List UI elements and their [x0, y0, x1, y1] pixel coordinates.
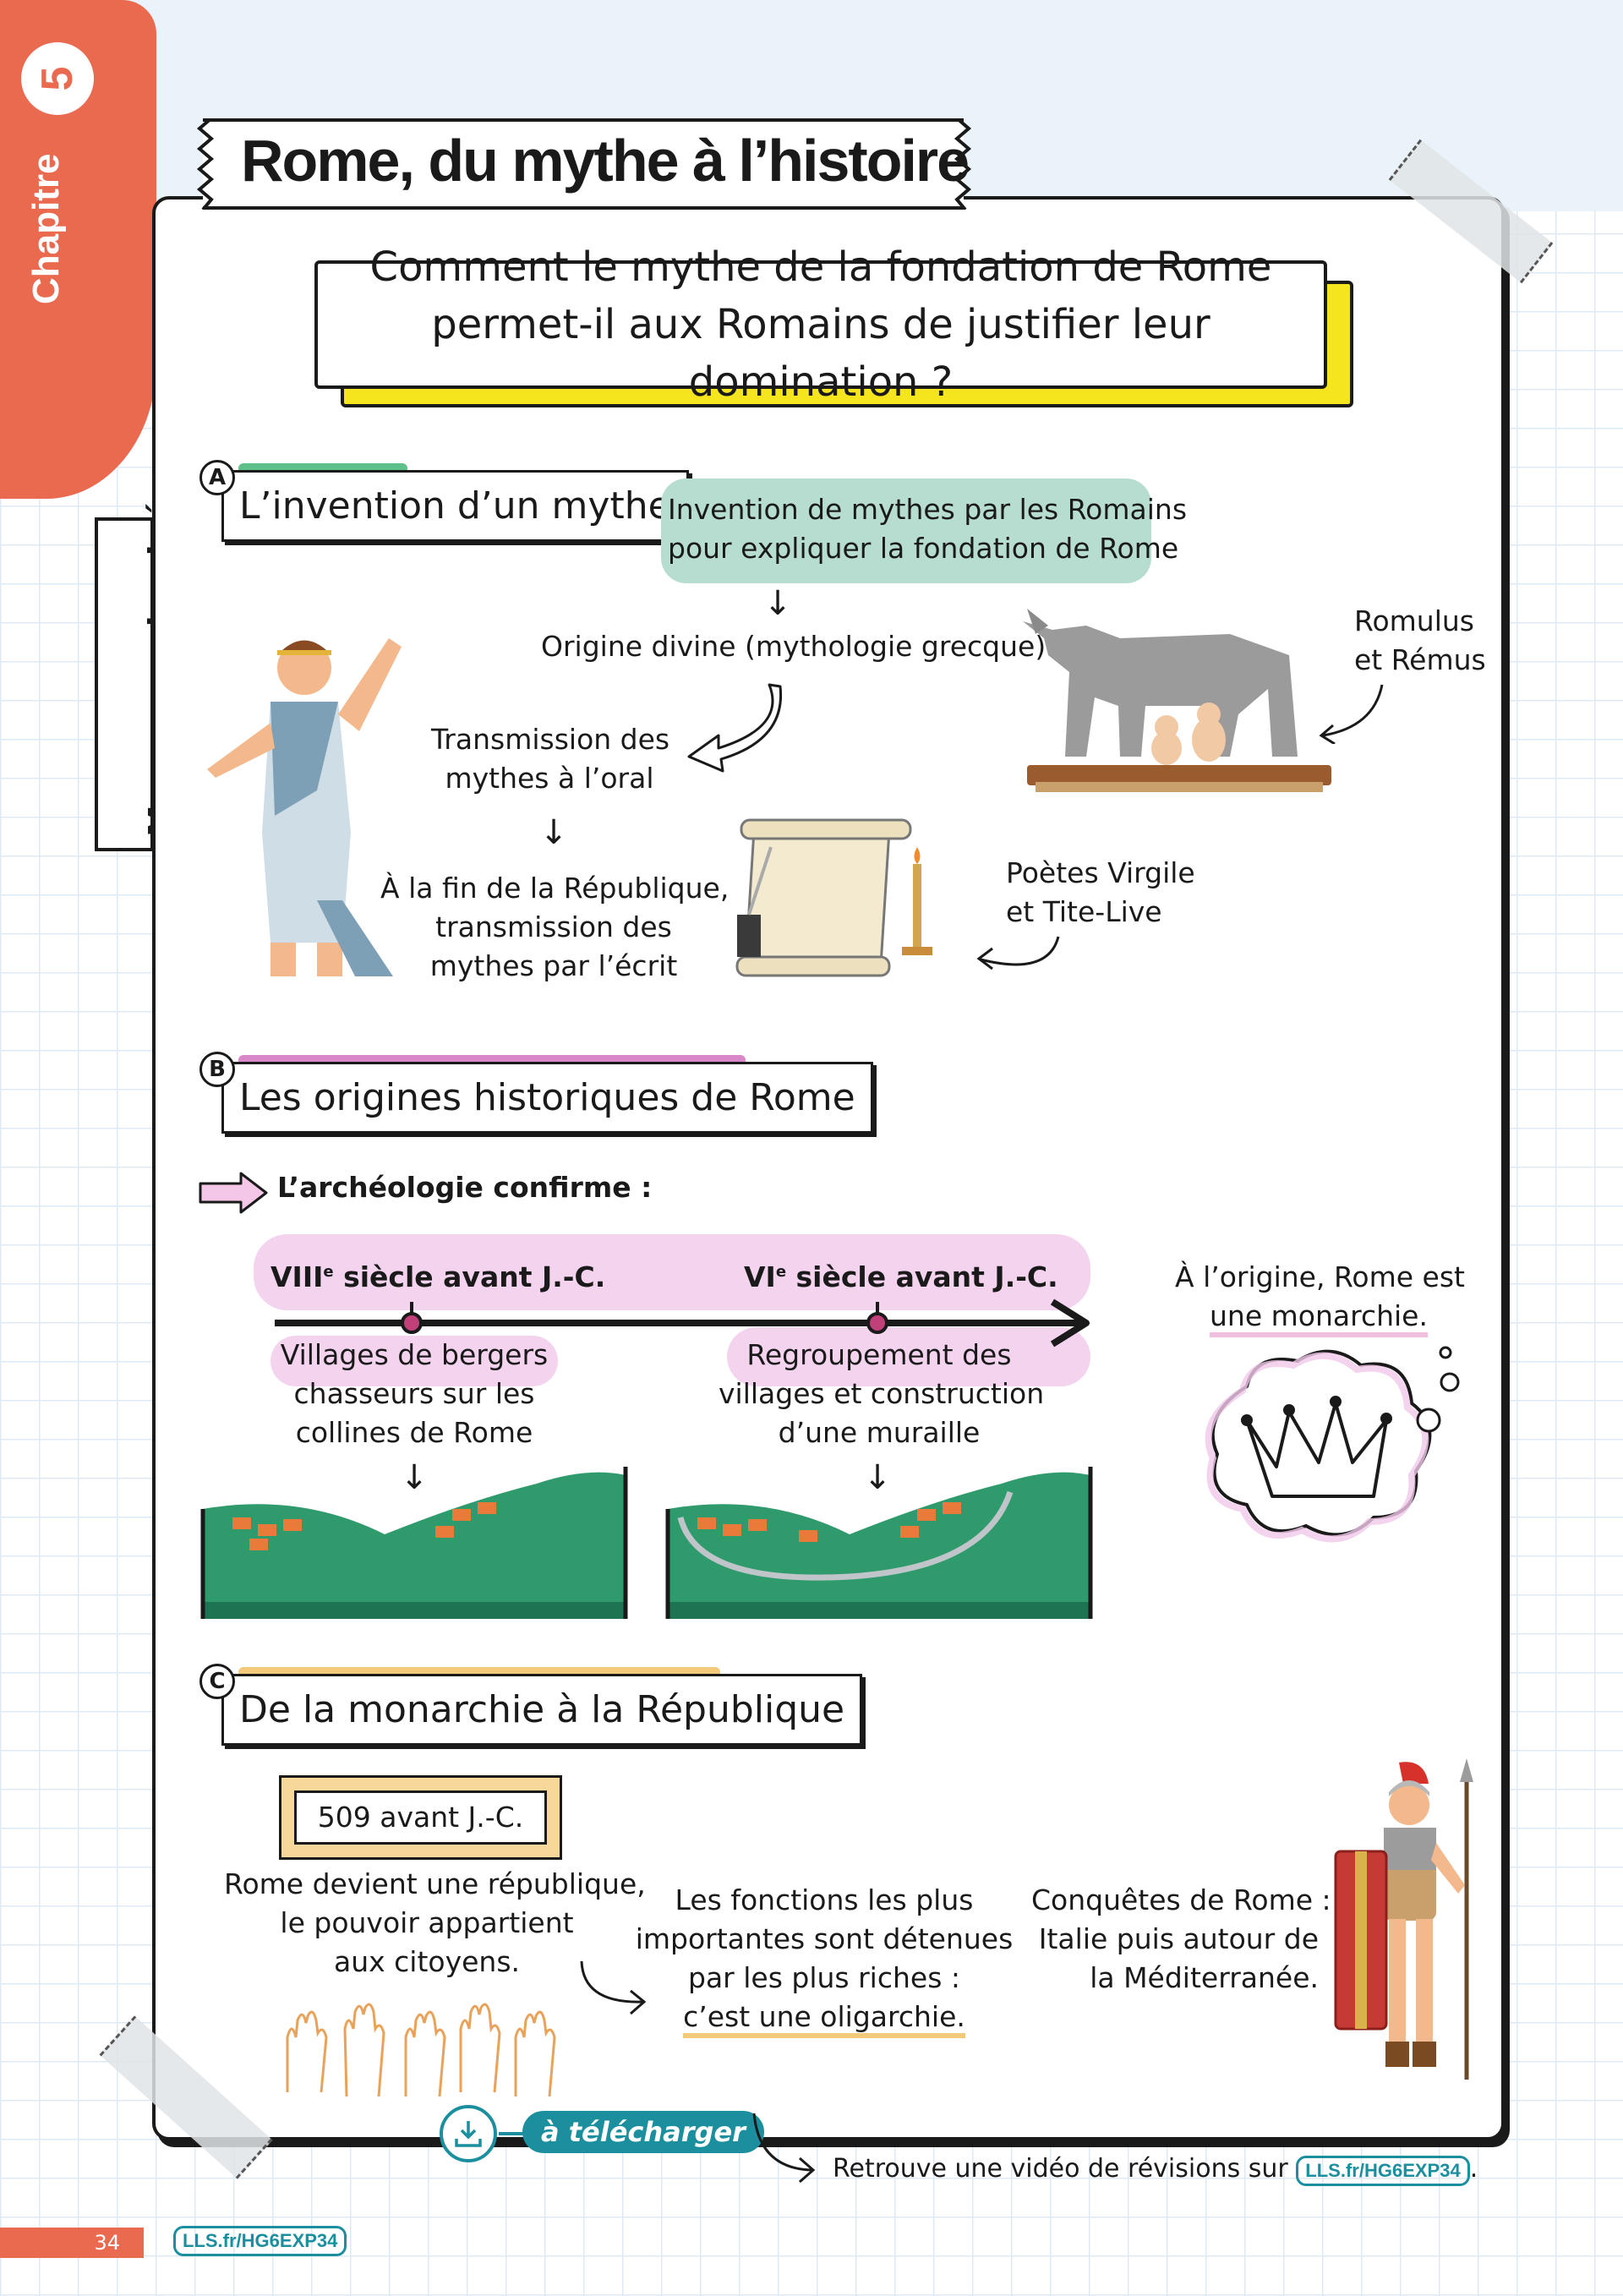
section-c-heading: De la monarchie à la République	[221, 1674, 863, 1746]
footer-link[interactable]: LLS.fr/HG6EXP34	[173, 2226, 347, 2256]
functions-text: Les fonctions les plus importantes sont …	[634, 1881, 1014, 2038]
roman-soldier-illustration	[1334, 1758, 1473, 2080]
download-icon[interactable]	[440, 2105, 497, 2162]
page-number: 34	[0, 2228, 144, 2258]
raised-hands-illustration	[286, 2003, 556, 2097]
arrow-down-icon-3: ↓	[400, 1458, 429, 1497]
regroup-text: Regroupement des villages et constructio…	[719, 1338, 1045, 1449]
republic-text: Rome devient une république, le pouvoir …	[224, 1867, 646, 1978]
section-b-heading: Les origines historiques de Rome	[221, 1062, 873, 1134]
section-a-letter: A	[199, 460, 235, 495]
date-509: 509 avant J.-C.	[294, 1790, 547, 1845]
arrow-down-icon: ↓	[763, 584, 792, 623]
crown-thought-bubble-illustration	[1205, 1346, 1460, 1543]
arrow-down-icon-2: ↓	[539, 813, 568, 852]
villages-text: Villages de bergers chasseurs sur les co…	[280, 1338, 549, 1449]
video-link[interactable]: LLS.fr/HG6EXP34	[1296, 2156, 1470, 2186]
download-button[interactable]: à télécharger	[522, 2111, 764, 2153]
written-text: À la fin de la République, transmission …	[380, 872, 730, 982]
roman-orator-illustration	[207, 638, 402, 976]
scroll-illustration	[735, 818, 932, 977]
side-label-box	[95, 517, 154, 851]
timeline-axis	[275, 1298, 1090, 1348]
date-2: VIe siècle avant J.-C.	[744, 1260, 1058, 1293]
title-zigzag-left	[196, 118, 215, 210]
curved-arrow-republic-icon	[580, 1960, 647, 2015]
hills-villages-illustration	[200, 1467, 628, 1619]
invention-highlight	[661, 478, 1151, 583]
conquest-text: Conquêtes de Rome : Italie puis autour d…	[1031, 1883, 1331, 1994]
origin-text: Origine divine (mythologie grecque)	[541, 630, 1046, 663]
oral-text: Transmission des mythes à l’oral	[431, 723, 670, 795]
section-a-heading: L’invention d’un mythe	[221, 470, 689, 542]
poets-text: Poètes Virgile et Tite-Live	[1006, 856, 1195, 928]
curved-arrow-oral-icon	[687, 683, 783, 773]
chapter-number: 5	[25, 46, 90, 111]
date-1: VIIIe siècle avant J.-C.	[270, 1260, 606, 1293]
chapter-label: Chapitre	[25, 153, 67, 304]
download-connector	[499, 2132, 524, 2135]
arrow-down-icon-4: ↓	[863, 1458, 892, 1497]
curved-arrow-icon	[1319, 684, 1384, 744]
section-c-letter: C	[199, 1664, 235, 1699]
pink-arrow-icon	[199, 1172, 268, 1214]
title-zigzag-right	[954, 118, 972, 210]
page-title: Rome, du mythe à l’histoire	[241, 128, 970, 194]
monarchy-text: À l’origine, Rome est une monarchie.	[1175, 1258, 1465, 1337]
video-text: Retrouve une vidéo de révisions sur LLS.…	[833, 2154, 1478, 2186]
curved-arrow-video-icon	[752, 2113, 816, 2184]
hills-wall-illustration	[665, 1467, 1093, 1619]
section-b-letter: B	[199, 1052, 235, 1087]
invention-text: Invention de mythes par les Romains pour…	[668, 493, 1188, 565]
timeline-highlight-left	[270, 1336, 558, 1386]
timeline-highlight-top	[254, 1234, 1090, 1310]
curved-arrow-poets-icon	[976, 936, 1060, 970]
question-box: Comment le mythe de la fondation de Rome…	[314, 243, 1327, 406]
archeology-text: L’archéologie confirme :	[277, 1171, 653, 1204]
she-wolf-illustration	[1023, 609, 1331, 792]
timeline-highlight-right	[727, 1327, 1090, 1386]
footer-link-wrapper: LLS.fr/HG6EXP34	[173, 2226, 347, 2256]
title-banner	[203, 118, 964, 210]
romulus-text: Romulus et Rémus	[1354, 604, 1486, 676]
